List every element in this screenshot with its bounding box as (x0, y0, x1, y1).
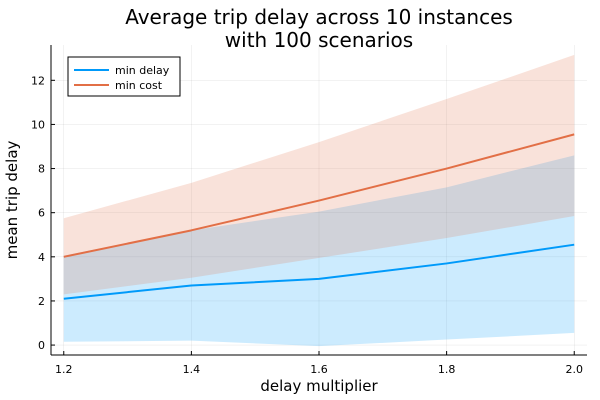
y-tick-label: 2 (38, 295, 45, 308)
series-line-min-delay (63, 243, 575, 300)
chart-title-line-2: with 100 scenarios (225, 28, 413, 52)
x-tick-label: 1.8 (438, 363, 456, 376)
x-tick-label: 1.4 (183, 363, 201, 376)
band-min-cost (63, 54, 575, 295)
legend-label-min-delay: min delay (115, 64, 170, 77)
y-axis-label: mean trip delay (3, 140, 21, 259)
y-tick-label: 4 (38, 251, 45, 264)
x-tick-label: 1.6 (310, 363, 328, 376)
band-min-delay (63, 155, 575, 347)
y-tick-label: 6 (38, 207, 45, 220)
confidence-bands (63, 54, 575, 347)
x-axis-label: delay multiplier (260, 377, 378, 395)
legend-label-min-cost: min cost (115, 79, 163, 92)
y-tick-label: 8 (38, 163, 45, 176)
x-tick-label: 2.0 (565, 363, 583, 376)
series-lines (63, 133, 575, 300)
y-tick-label: 10 (31, 118, 45, 131)
legend: min delay min cost (67, 56, 181, 97)
x-tick-labels: 1.2 1.4 1.6 1.8 2.0 (55, 363, 583, 376)
series-line-min-cost (63, 133, 575, 258)
chart-title-line-1: Average trip delay across 10 instances (125, 5, 513, 29)
y-tick-label: 0 (38, 339, 45, 352)
y-tick-labels: 0 2 4 6 8 10 12 (31, 74, 45, 352)
axes (50, 45, 587, 356)
x-tick-label: 1.2 (55, 363, 73, 376)
legend-box (67, 56, 181, 97)
y-tick-label: 12 (31, 74, 45, 87)
